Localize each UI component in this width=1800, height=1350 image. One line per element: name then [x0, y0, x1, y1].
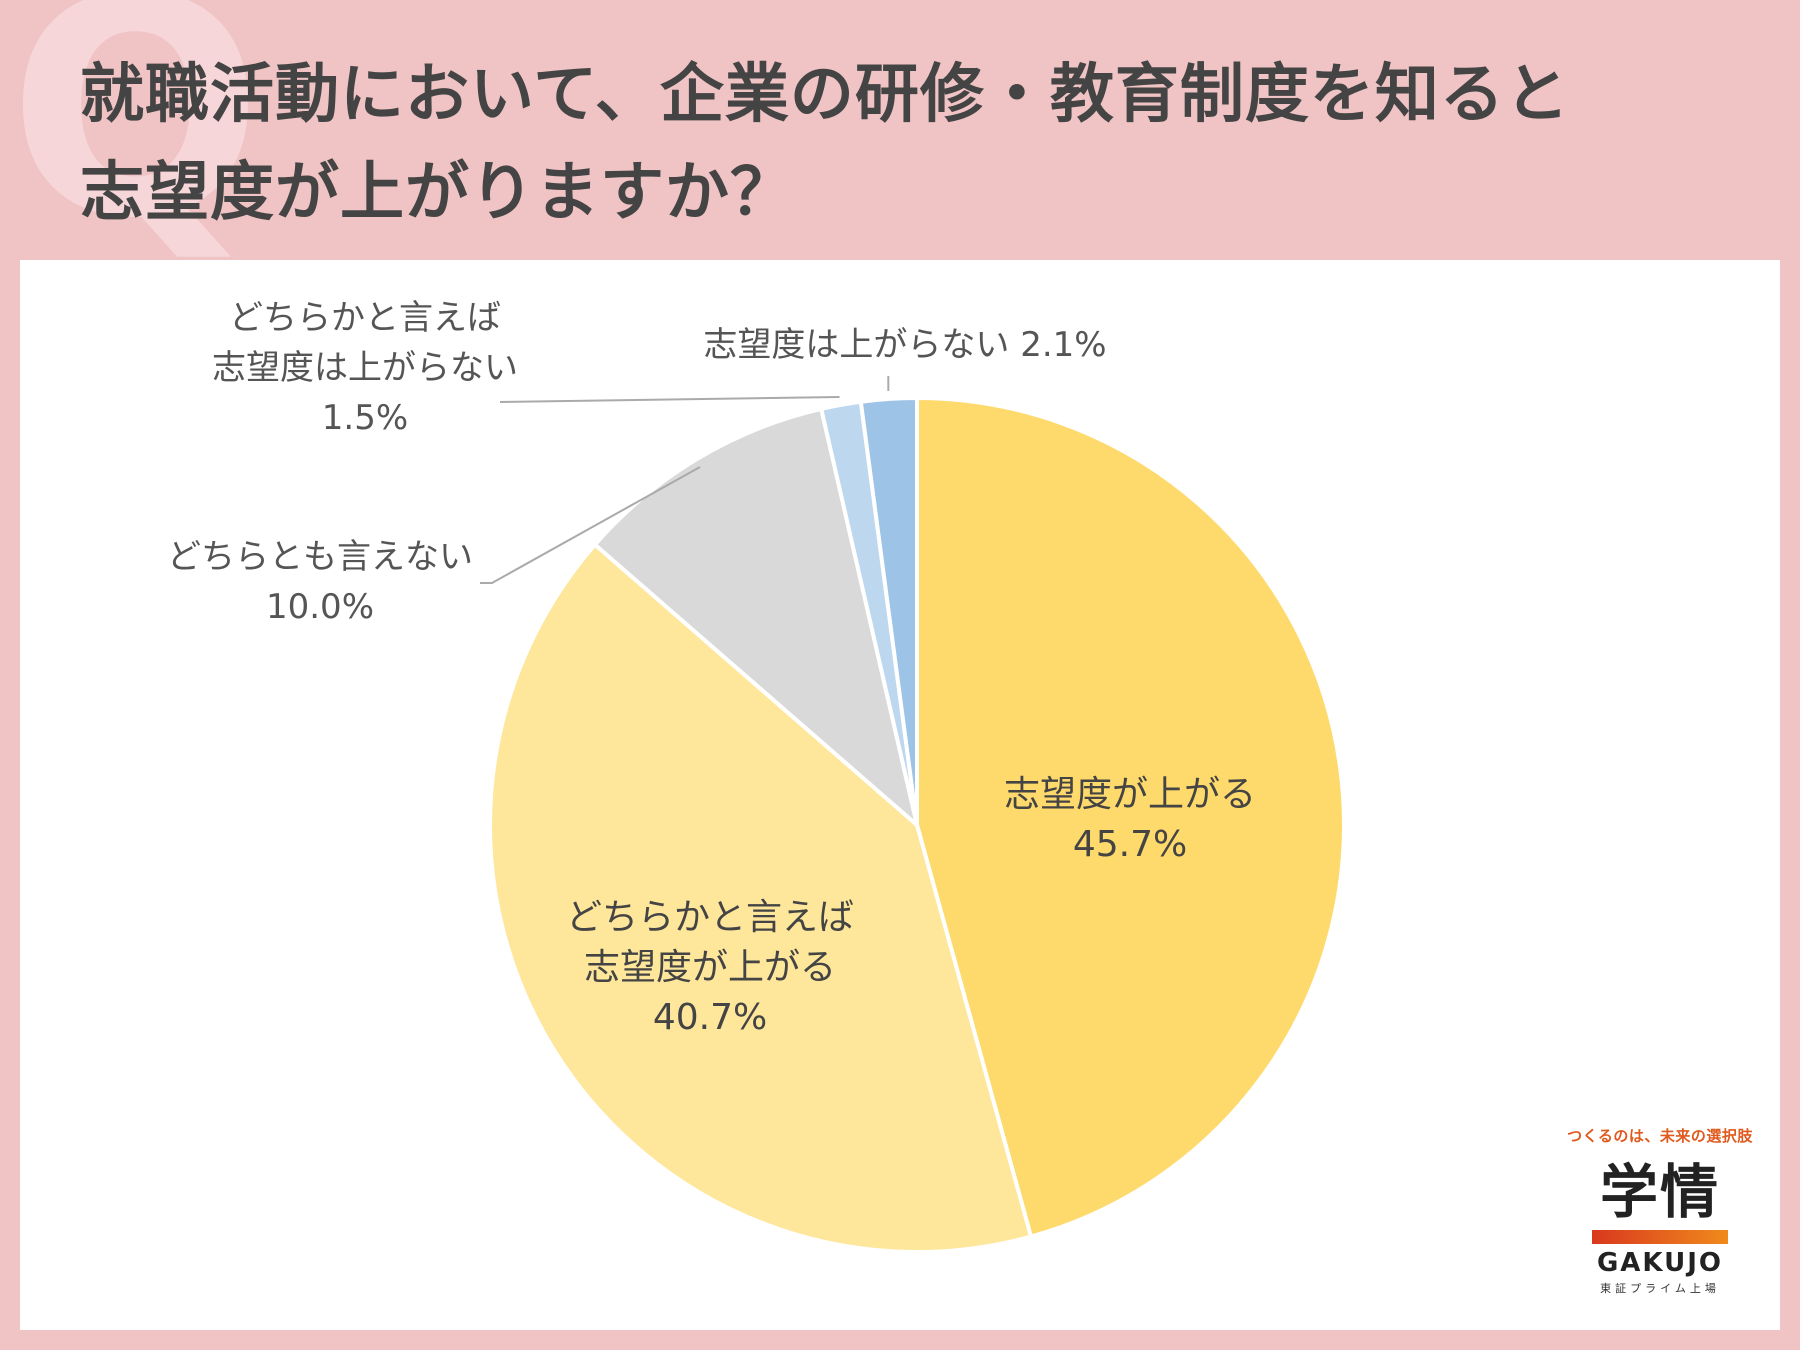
page-title: 就職活動において、企業の研修・教育制度を知ると 志望度が上がりますか？ — [80, 46, 1740, 242]
leader-lines — [480, 376, 890, 584]
slice-label-somewhat-up-value: 40.7% — [652, 997, 768, 1038]
logo-color-bar — [1592, 1230, 1728, 1244]
pie-slices — [488, 395, 1346, 1254]
logo-name: GAKUJO — [1596, 1248, 1724, 1278]
leader-line-somewhat-down — [499, 395, 840, 403]
q-decoration: Q — [8, 0, 264, 284]
leader-line-neutral — [480, 466, 701, 584]
slice-label-strong-up: 志望度が上がる 45.7% — [980, 770, 1280, 870]
slice-label-strong-up-value: 45.7% — [1072, 824, 1188, 865]
slice-label-somewhat-down-name-1: どちらかと言えば — [229, 298, 501, 338]
slice-label-somewhat-up: どちらかと言えば 志望度が上がる 40.7% — [545, 893, 875, 1043]
pie-slice-neutral — [592, 406, 921, 831]
slice-label-down: 志望度は上がらない 2.1% — [670, 320, 1140, 370]
slice-label-neutral-value: 10.0% — [265, 587, 374, 627]
slice-label-somewhat-down-value: 1.5% — [321, 398, 409, 438]
title-line-2: 志望度が上がりますか？ — [80, 156, 795, 230]
slice-label-somewhat-up-name-2: 志望度が上がる — [583, 947, 836, 988]
pie-slice-strong-up — [915, 395, 1346, 1239]
logo-subtitle: 東証プライム上場 — [1600, 1282, 1720, 1295]
slice-label-neutral: どちらとも言えない 10.0% — [150, 532, 490, 632]
slice-label-neutral-name: どちらとも言えない — [167, 537, 473, 577]
gakujo-logo: つくるのは、未来の選択肢 学情 GAKUJO 東証プライム上場 — [1560, 1125, 1760, 1315]
slice-label-somewhat-down: どちらかと言えば 志望度は上がらない 1.5% — [185, 293, 545, 443]
pie-slice-down — [858, 395, 919, 826]
slice-label-strong-up-name: 志望度が上がる — [1003, 774, 1256, 815]
slice-label-somewhat-down-name-2: 志望度は上がらない — [212, 348, 518, 388]
slice-label-down-text: 志望度は上がらない 2.1% — [703, 325, 1107, 365]
logo-tagline: つくるのは、未来の選択肢 — [1567, 1127, 1753, 1145]
slice-label-somewhat-up-name-1: どちらかと言えば — [565, 897, 854, 938]
logo-kanji: 学情 — [1599, 1158, 1720, 1226]
title-line-1: 就職活動において、企業の研修・教育制度を知ると — [80, 58, 1570, 132]
pie-slice-somewhat-up — [488, 541, 1034, 1254]
